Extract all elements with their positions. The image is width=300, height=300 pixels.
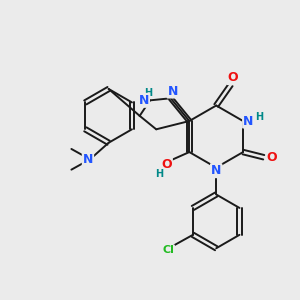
Text: O: O bbox=[227, 71, 238, 84]
Text: N: N bbox=[243, 115, 254, 128]
Text: H: H bbox=[256, 112, 264, 122]
Text: O: O bbox=[161, 158, 172, 171]
Text: Cl: Cl bbox=[162, 245, 174, 255]
Text: H: H bbox=[144, 88, 152, 98]
Text: O: O bbox=[267, 151, 278, 164]
Text: H: H bbox=[155, 169, 164, 179]
Text: N: N bbox=[83, 153, 93, 166]
Text: N: N bbox=[211, 164, 221, 177]
Text: N: N bbox=[139, 94, 149, 107]
Text: N: N bbox=[168, 85, 178, 98]
